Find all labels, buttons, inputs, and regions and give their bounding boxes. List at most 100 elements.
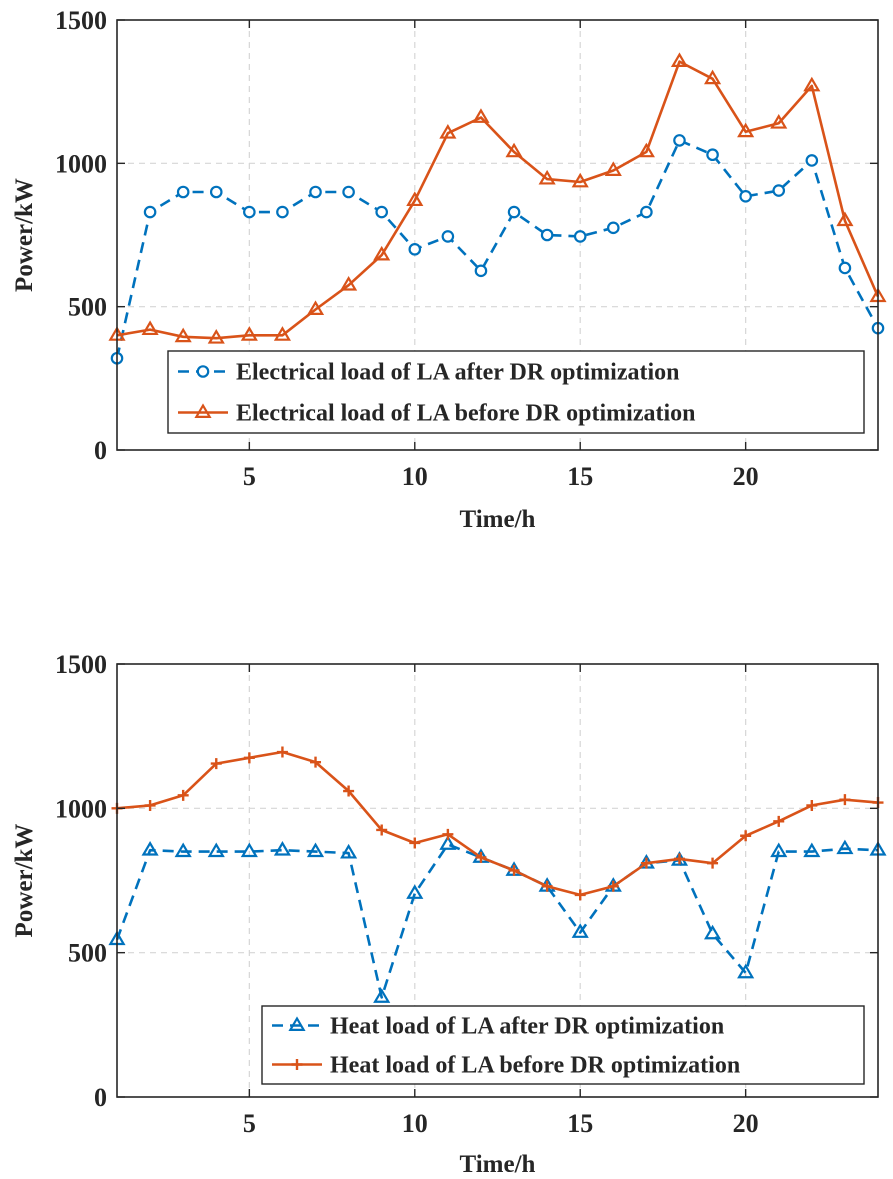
data-point-series-1 xyxy=(474,264,488,278)
data-point-series-2 xyxy=(409,837,421,849)
data-point-series-1 xyxy=(406,884,424,899)
data-point-series-1 xyxy=(408,243,422,256)
series-line-1 xyxy=(115,843,879,999)
data-point-series-1 xyxy=(640,205,653,219)
legend-label-series-2: Heat load of LA before DR optimization xyxy=(330,1053,740,1079)
x-tick-label: 20 xyxy=(733,1109,759,1138)
data-point-series-1 xyxy=(240,842,258,858)
data-point-series-2 xyxy=(541,880,553,892)
data-point-series-2 xyxy=(475,851,487,863)
data-point-series-1 xyxy=(540,228,554,242)
data-point-series-2 xyxy=(538,169,556,185)
data-point-series-1 xyxy=(441,230,455,243)
x-tick-label: 15 xyxy=(567,462,593,491)
data-point-series-2 xyxy=(177,789,189,801)
data-point-series-1 xyxy=(209,185,223,199)
data-point-series-1 xyxy=(141,841,159,856)
y-tick-label: 1500 xyxy=(55,650,107,679)
x-tick-label: 5 xyxy=(243,462,256,491)
data-point-series-2 xyxy=(839,794,851,806)
data-point-series-1 xyxy=(176,185,190,199)
data-point-series-1 xyxy=(174,842,192,858)
data-point-series-1 xyxy=(607,221,620,235)
legend-marker-series-2 xyxy=(291,1059,303,1070)
data-point-series-2 xyxy=(670,52,689,68)
data-point-series-2 xyxy=(806,799,818,811)
data-point-series-2 xyxy=(376,824,388,836)
legend-box xyxy=(167,350,865,434)
data-point-series-1 xyxy=(439,835,457,850)
data-point-series-1 xyxy=(243,205,256,219)
data-point-series-2 xyxy=(740,830,752,842)
data-point-series-2 xyxy=(770,114,788,129)
data-point-series-2 xyxy=(174,327,192,343)
data-point-series-1 xyxy=(803,842,821,858)
data-point-series-1 xyxy=(273,841,292,856)
data-point-series-1 xyxy=(507,205,521,219)
data-point-series-1 xyxy=(373,988,391,1003)
data-point-series-1 xyxy=(309,185,322,199)
data-point-series-1 xyxy=(706,148,719,162)
y-tick-label: 500 xyxy=(68,293,107,322)
legend-label-series-1: Heat load of LA after DR optimization xyxy=(330,1014,724,1040)
data-point-series-2 xyxy=(439,124,457,139)
y-tick-label: 1000 xyxy=(55,794,107,823)
data-point-series-2 xyxy=(703,69,722,85)
data-point-series-1 xyxy=(805,154,819,167)
axes-box xyxy=(116,663,879,1098)
data-point-series-2 xyxy=(508,864,520,876)
data-point-series-1 xyxy=(573,230,587,243)
data-point-series-1 xyxy=(836,839,854,855)
data-point-series-1 xyxy=(306,842,325,858)
data-point-series-2 xyxy=(604,161,622,176)
data-point-series-1 xyxy=(375,205,388,219)
legend-marker-series-1 xyxy=(288,1016,306,1031)
legend: Heat load of LA after DR optimization Hea… xyxy=(261,1005,865,1085)
data-point-series-2 xyxy=(310,756,322,768)
y-tick-label: 0 xyxy=(94,436,107,465)
x-tick-label: 15 xyxy=(567,1109,593,1138)
y-tick-label: 1000 xyxy=(55,149,107,178)
data-point-series-1 xyxy=(739,190,752,203)
data-point-series-2 xyxy=(306,300,325,315)
x-tick-label: 10 xyxy=(402,1109,428,1138)
data-point-series-2 xyxy=(803,76,821,92)
data-point-series-1 xyxy=(342,185,355,199)
legend-box xyxy=(261,1005,865,1085)
x-tick-label: 10 xyxy=(402,462,428,491)
legend-marker-series-1 xyxy=(196,365,210,378)
data-point-series-2 xyxy=(574,889,586,901)
x-tick-label: 5 xyxy=(243,1109,256,1138)
data-point-series-2 xyxy=(243,752,255,764)
axes-box xyxy=(116,19,879,451)
data-point-series-2 xyxy=(607,880,619,892)
data-point-series-1 xyxy=(340,843,358,859)
data-point-series-1 xyxy=(143,205,157,219)
data-point-series-1 xyxy=(703,924,722,940)
data-point-series-1 xyxy=(737,963,755,979)
legend-marker-series-2 xyxy=(194,403,212,418)
legend-label-series-1: Electrical load of LA after DR optimizat… xyxy=(236,360,679,386)
data-point-series-2 xyxy=(505,142,523,158)
y-tick-label: 0 xyxy=(94,1083,107,1112)
y-axis-label: Power/kW xyxy=(11,178,38,292)
data-point-series-2 xyxy=(273,326,292,341)
data-point-series-1 xyxy=(770,842,788,858)
data-point-series-1 xyxy=(571,923,589,938)
data-point-series-2 xyxy=(707,857,719,869)
data-point-series-2 xyxy=(571,172,589,188)
data-point-series-2 xyxy=(406,191,424,207)
chart-panel-1: 5 10 15 20 0 500 1000 1500 Time/h Power/kW Electri… xyxy=(11,6,887,533)
data-point-series-2 xyxy=(240,326,258,341)
data-point-series-1 xyxy=(673,134,686,147)
y-tick-label: 500 xyxy=(68,939,107,968)
x-axis-label: Time/h xyxy=(460,1151,536,1178)
y-tick-label: 1500 xyxy=(55,6,107,35)
y-axis-label: Power/kW xyxy=(11,824,38,938)
data-point-series-2 xyxy=(144,799,156,811)
series-line-2 xyxy=(116,750,879,897)
legend: Electrical load of LA after DR optimizat… xyxy=(167,350,865,434)
data-point-series-2 xyxy=(637,142,655,158)
data-point-series-1 xyxy=(772,184,786,197)
